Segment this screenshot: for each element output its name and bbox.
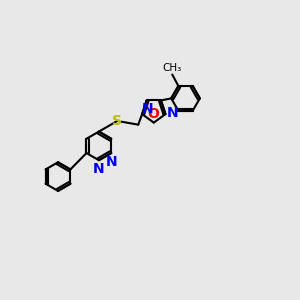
Text: N: N bbox=[142, 102, 153, 116]
Text: O: O bbox=[147, 107, 159, 121]
Text: N: N bbox=[93, 162, 105, 176]
Text: S: S bbox=[112, 114, 122, 128]
Text: CH₃: CH₃ bbox=[163, 63, 182, 73]
Text: N: N bbox=[167, 106, 179, 120]
Text: N: N bbox=[106, 155, 117, 169]
